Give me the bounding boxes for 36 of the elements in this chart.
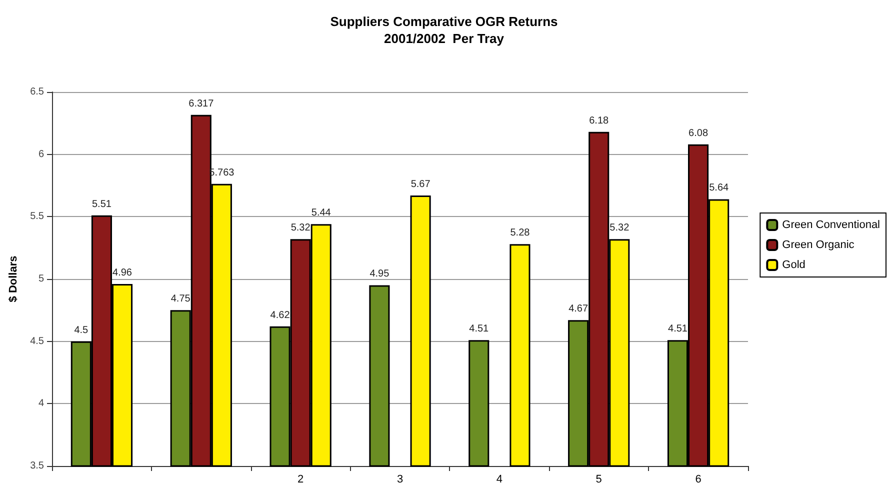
y-tick-label: 4 <box>38 398 44 410</box>
chart-subtitle: 2001/2002 Per Tray <box>384 31 505 46</box>
legend-label: Green Organic <box>782 239 855 251</box>
y-tick-label: 3.5 <box>30 460 44 472</box>
y-tick-label: 5 <box>38 274 44 284</box>
y-axis-title: $ Dollars <box>8 256 20 302</box>
data-label: 5.44 <box>311 208 332 219</box>
data-label: 4.51 <box>668 324 688 335</box>
data-label: 5.67 <box>410 178 431 190</box>
x-tick-label: 4 <box>496 474 502 486</box>
y-tick-label: 5.5 <box>30 211 44 222</box>
data-label: 5.32 <box>610 222 630 234</box>
data-label: 4.67 <box>568 304 588 315</box>
data-label: 6.317 <box>188 98 214 110</box>
data-label: 4.95 <box>370 268 390 280</box>
legend-label: Green Conventional <box>782 219 880 231</box>
x-tick-label: 6 <box>695 474 702 486</box>
data-label: 6.18 <box>589 115 610 126</box>
y-tick-label: 6.5 <box>30 86 44 98</box>
data-label: 4.62 <box>270 310 290 321</box>
x-tick-label: 3 <box>396 474 404 486</box>
data-label: 5.32 <box>290 222 311 234</box>
data-label: 5.64 <box>709 182 729 194</box>
data-label: 6.08 <box>688 128 708 139</box>
y-tick-label: 4.5 <box>30 336 44 347</box>
data-label: 4.96 <box>112 267 132 278</box>
x-tick-label: 5 <box>596 474 602 486</box>
data-label: 5.28 <box>510 228 530 239</box>
data-label: 5.51 <box>92 198 112 210</box>
legend-label: Gold <box>782 259 806 271</box>
data-label: 4.51 <box>469 324 490 335</box>
data-label: 4.75 <box>170 294 191 305</box>
y-tick-label: 6 <box>38 148 44 160</box>
data-label: 4.5 <box>74 324 89 336</box>
x-tick-label: 2 <box>298 474 304 486</box>
chart-title: Suppliers Comparative OGR Returns <box>330 14 558 29</box>
